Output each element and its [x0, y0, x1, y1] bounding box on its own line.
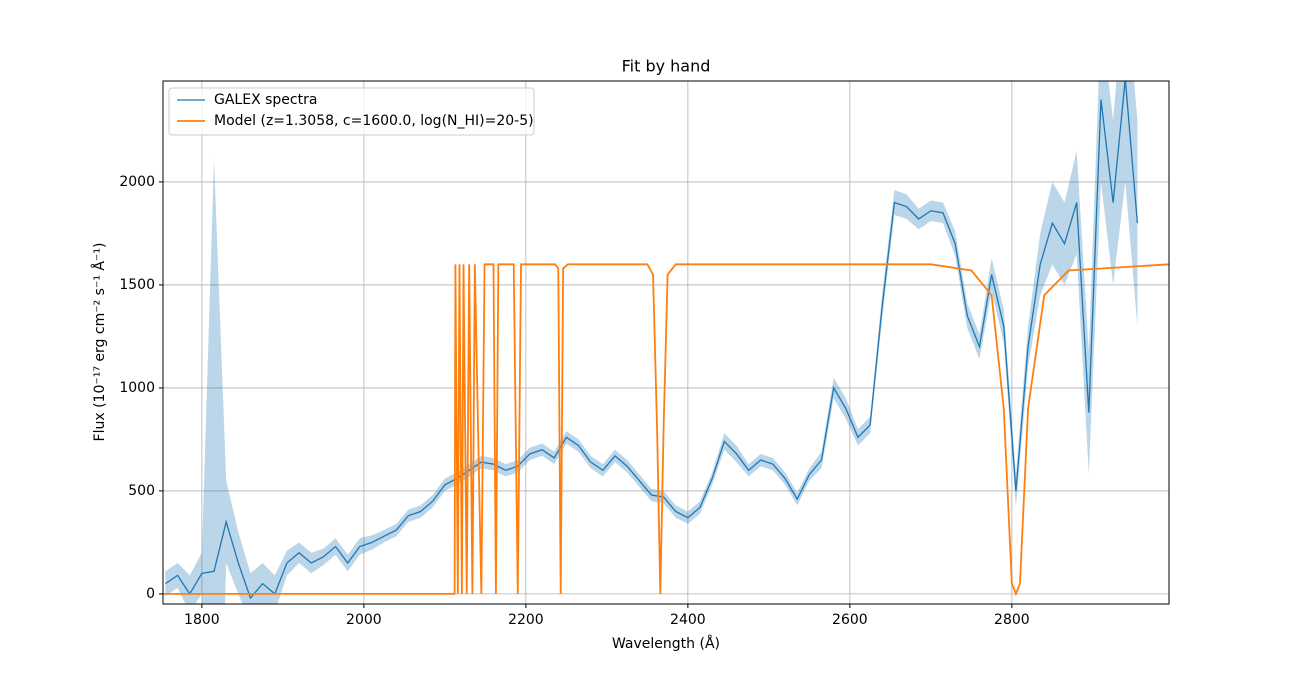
x-tick-label: 2200: [508, 612, 544, 628]
plot-area: [163, 81, 1169, 604]
y-tick-label: 0: [146, 586, 155, 602]
legend-label: GALEX spectra: [214, 92, 317, 108]
y-tick-label: 1000: [119, 380, 155, 396]
x-tick-label: 2400: [670, 612, 706, 628]
legend-box: [168, 87, 535, 136]
x-tick-label: 2000: [346, 612, 382, 628]
y-axis-label: Flux (10⁻¹⁷ erg cm⁻² s⁻¹ Å⁻¹): [91, 243, 108, 442]
series-line: [163, 263, 1169, 597]
x-tick-label: 2800: [994, 612, 1030, 628]
grid: [163, 81, 1169, 604]
error-band: [165, 81, 1138, 604]
x-axis-label: Wavelength (Å): [612, 635, 720, 652]
y-tick-label: 500: [128, 483, 155, 499]
legend: GALEX spectra Model (z=1.3058, c=1600.0, …: [168, 87, 535, 136]
x-tick-label: 2600: [832, 612, 868, 628]
x-tick-label: 1800: [184, 612, 220, 628]
axes-frame: [162, 80, 1170, 605]
y-tick-label: 1500: [119, 277, 155, 293]
chart-title: Fit by hand: [622, 57, 711, 76]
y-tick-label: 2000: [119, 174, 155, 190]
series-line: [165, 81, 1139, 600]
legend-label: Model (z=1.3058, c=1600.0, log(N_HI)=20-…: [214, 113, 534, 129]
